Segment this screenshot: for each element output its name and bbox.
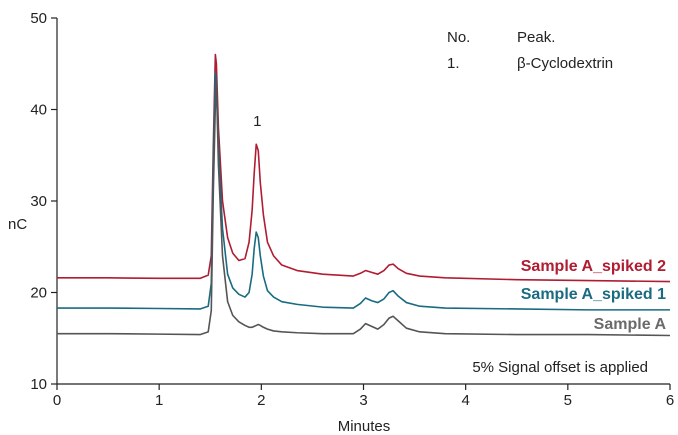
y-tick-label: 50: [30, 10, 47, 27]
x-tick-label: 3: [359, 392, 367, 409]
legend-row-1-no: 1.: [447, 55, 460, 72]
series-label-sample-a-spiked-1: Sample A_spiked 1: [521, 286, 666, 303]
series-label-sample-a-spiked-2: Sample A_spiked 2: [521, 258, 666, 275]
series-label-sample-a: Sample A: [594, 316, 667, 333]
y-tick-label: 30: [30, 193, 47, 210]
signal-offset-note: 5% Signal offset is applied: [472, 359, 648, 376]
y-tick-label: 20: [30, 285, 47, 302]
legend-header-no: No.: [447, 29, 470, 46]
x-tick-label: 2: [257, 392, 265, 409]
x-tick-label: 5: [564, 392, 572, 409]
axes: 10 20 30 40 50 0 1 2 3 4 5 6: [30, 10, 674, 409]
series-line-sample-a: [57, 81, 671, 337]
peak-1-annotation: 1: [253, 113, 261, 130]
x-axis-label: Minutes: [338, 418, 391, 435]
x-tick-label: 0: [53, 392, 61, 409]
legend-row-1-peak: β-Cyclodextrin: [517, 55, 613, 72]
y-axis-label: nC: [8, 216, 27, 233]
x-tick-label: 1: [155, 392, 163, 409]
series-line-sample-a-spiked-2: [57, 53, 671, 283]
series-line-sample-a-spiked-1: [57, 72, 670, 311]
x-tick-label: 6: [666, 392, 674, 409]
series-layer: [57, 53, 671, 337]
x-tick-label: 4: [461, 392, 469, 409]
y-tick-label: 40: [30, 102, 47, 119]
y-tick-label: 10: [30, 376, 47, 393]
legend-header-peak: Peak.: [517, 29, 555, 46]
